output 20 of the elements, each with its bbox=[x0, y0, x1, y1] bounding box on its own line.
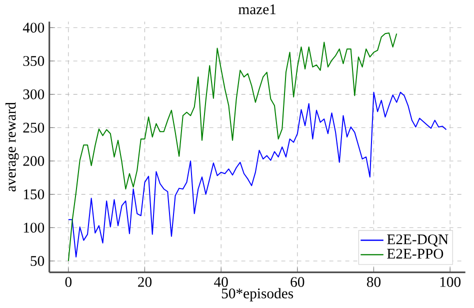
legend-label: E2E-PPO bbox=[387, 248, 444, 259]
x-tick-label: 20 bbox=[138, 277, 152, 288]
x-tick-label: 40 bbox=[214, 277, 228, 288]
line-series bbox=[68, 92, 447, 258]
x-axis-title: 50*episodes bbox=[222, 288, 294, 302]
chart-title: maze1 bbox=[238, 4, 276, 14]
y-tick-label: 350 bbox=[23, 56, 44, 66]
x-tick-label: 100 bbox=[440, 277, 461, 288]
x-tick-label: 60 bbox=[290, 277, 304, 288]
legend-label: E2E-DQN bbox=[387, 234, 448, 247]
y-tick-label: 100 bbox=[24, 222, 44, 233]
y-tick-label: 250 bbox=[23, 122, 44, 133]
x-tick-label: 0 bbox=[65, 277, 72, 288]
y-tick-label: 200 bbox=[23, 156, 44, 166]
y-tick-label: 50 bbox=[30, 256, 44, 266]
y-tick-label: 150 bbox=[24, 190, 44, 200]
y-tick-label: 400 bbox=[22, 22, 44, 33]
y-tick-label: 300 bbox=[23, 90, 44, 100]
y-axis-title: average reward bbox=[5, 102, 19, 192]
x-tick-label: 80 bbox=[366, 277, 381, 288]
